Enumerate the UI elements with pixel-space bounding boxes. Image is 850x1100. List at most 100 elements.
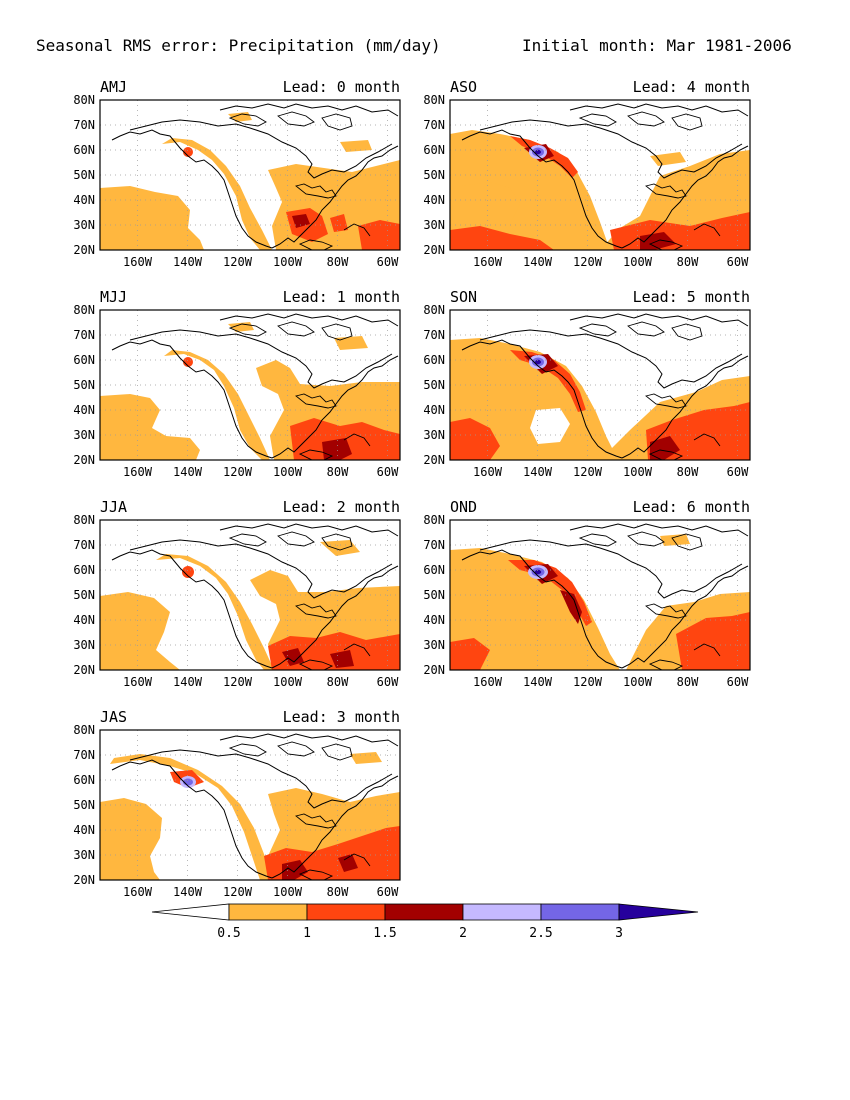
- lat-tick-label: 60N: [73, 143, 95, 157]
- colorbar-tick-label: 0.5: [217, 926, 240, 941]
- lon-tick-label: 100W: [273, 885, 303, 899]
- map-panel-jas: JAS Lead: 3 month 80N 70N 60N 50N 40N 30…: [73, 708, 401, 899]
- colorbar-over-triangle: [618, 903, 699, 921]
- lat-tick-label: 60N: [73, 773, 95, 787]
- panel-lead-label: Lead: 6 month: [633, 498, 750, 516]
- lon-tick-label: 140W: [173, 465, 203, 479]
- panel-lead-label: Lead: 0 month: [283, 78, 400, 96]
- colorbar-tick-label: 1: [303, 926, 311, 941]
- lat-tick-label: 80N: [423, 93, 445, 107]
- lon-tick-label: 120W: [223, 675, 253, 689]
- lon-tick-label: 80W: [327, 675, 349, 689]
- map-panel-amj: AMJ Lead: 0 month 80N 70N 60N 50N 40N 30…: [73, 78, 401, 269]
- lat-tick-label: 70N: [73, 748, 95, 762]
- colorbar-under-triangle: [151, 903, 230, 921]
- initial-month-label: Initial month: Mar 1981-2006: [522, 36, 792, 55]
- lon-tick-label: 160W: [473, 675, 503, 689]
- lon-tick-label: 160W: [473, 255, 503, 269]
- map-panel-aso: ASO Lead: 4 month 80N 70N 60N 50N 40N 30…: [423, 78, 751, 269]
- map-panel-ond: OND Lead: 6 month 80N 70N 60N 50N 40N 30…: [423, 498, 751, 689]
- lat-tick-label: 20N: [73, 873, 95, 887]
- lon-tick-label: 160W: [123, 465, 153, 479]
- lat-tick-label: 60N: [73, 353, 95, 367]
- colorbar-swatch: [306, 903, 386, 921]
- lon-tick-label: 80W: [677, 675, 699, 689]
- panel-season-label: JAS: [100, 708, 127, 726]
- lat-tick-label: 80N: [73, 723, 95, 737]
- lat-tick-label: 70N: [73, 118, 95, 132]
- lon-tick-label: 60W: [727, 675, 749, 689]
- lat-tick-label: 70N: [423, 118, 445, 132]
- panel-season-label: OND: [450, 498, 477, 516]
- lon-tick-label: 140W: [173, 885, 203, 899]
- lat-tick-label: 70N: [73, 328, 95, 342]
- colorbar-swatch: [462, 903, 542, 921]
- lat-tick-label: 40N: [423, 403, 445, 417]
- panel-lead-label: Lead: 4 month: [633, 78, 750, 96]
- precip-error-field: [450, 534, 750, 670]
- panel-lead-label: Lead: 2 month: [283, 498, 400, 516]
- lat-tick-label: 70N: [73, 538, 95, 552]
- colorbar: 0.5 1 1.5 2 2.5 3: [151, 903, 699, 941]
- lat-tick-label: 30N: [73, 638, 95, 652]
- lon-tick-label: 100W: [273, 465, 303, 479]
- panel-season-label: ASO: [450, 78, 477, 96]
- lat-tick-label: 60N: [73, 563, 95, 577]
- colorbar-swatch: [228, 903, 308, 921]
- lat-tick-label: 30N: [73, 848, 95, 862]
- lon-tick-label: 120W: [573, 675, 603, 689]
- colorbar-swatch: [540, 903, 620, 921]
- colorbar-tick-label: 2.5: [529, 926, 552, 941]
- lat-tick-label: 20N: [73, 663, 95, 677]
- lon-tick-label: 60W: [727, 465, 749, 479]
- lon-tick-label: 100W: [273, 675, 303, 689]
- lat-tick-label: 50N: [73, 588, 95, 602]
- lon-tick-label: 80W: [677, 255, 699, 269]
- lon-tick-label: 60W: [377, 255, 399, 269]
- precip-error-field: [100, 112, 400, 250]
- lat-tick-label: 50N: [423, 378, 445, 392]
- lon-tick-label: 120W: [223, 255, 253, 269]
- lat-tick-label: 20N: [73, 453, 95, 467]
- panel-lead-label: Lead: 3 month: [283, 708, 400, 726]
- lat-tick-label: 80N: [73, 513, 95, 527]
- lon-tick-label: 100W: [623, 255, 653, 269]
- lon-tick-label: 60W: [727, 255, 749, 269]
- panel-season-label: MJJ: [100, 288, 127, 306]
- lat-tick-label: 80N: [423, 513, 445, 527]
- panel-season-label: AMJ: [100, 78, 127, 96]
- lat-tick-label: 70N: [423, 328, 445, 342]
- lon-tick-label: 140W: [173, 255, 203, 269]
- lat-tick-label: 50N: [423, 588, 445, 602]
- lon-tick-label: 100W: [623, 675, 653, 689]
- lat-tick-label: 40N: [73, 613, 95, 627]
- lat-tick-label: 30N: [423, 428, 445, 442]
- lon-tick-label: 60W: [377, 885, 399, 899]
- colorbar-tick-label: 2: [459, 926, 467, 941]
- lon-tick-label: 160W: [123, 675, 153, 689]
- lat-tick-label: 20N: [423, 453, 445, 467]
- precip-error-field: [100, 540, 400, 670]
- lat-tick-label: 60N: [423, 143, 445, 157]
- lat-tick-label: 50N: [73, 798, 95, 812]
- precip-error-field: [450, 338, 750, 460]
- lat-tick-label: 80N: [423, 303, 445, 317]
- colorbar-swatch: [384, 903, 464, 921]
- lon-tick-label: 80W: [677, 465, 699, 479]
- precip-error-field: [100, 322, 400, 460]
- lon-tick-label: 60W: [377, 675, 399, 689]
- panel-season-label: SON: [450, 288, 477, 306]
- panel-lead-label: Lead: 1 month: [283, 288, 400, 306]
- lat-tick-label: 40N: [73, 403, 95, 417]
- lon-tick-label: 60W: [377, 465, 399, 479]
- precip-error-field: [100, 752, 400, 880]
- lat-tick-label: 40N: [73, 193, 95, 207]
- precip-error-field: [450, 130, 750, 250]
- lat-tick-label: 60N: [423, 353, 445, 367]
- lon-tick-label: 140W: [523, 465, 553, 479]
- lon-tick-label: 140W: [523, 255, 553, 269]
- panel-lead-label: Lead: 5 month: [633, 288, 750, 306]
- lon-tick-label: 80W: [327, 465, 349, 479]
- lat-tick-label: 30N: [423, 218, 445, 232]
- lat-tick-label: 30N: [423, 638, 445, 652]
